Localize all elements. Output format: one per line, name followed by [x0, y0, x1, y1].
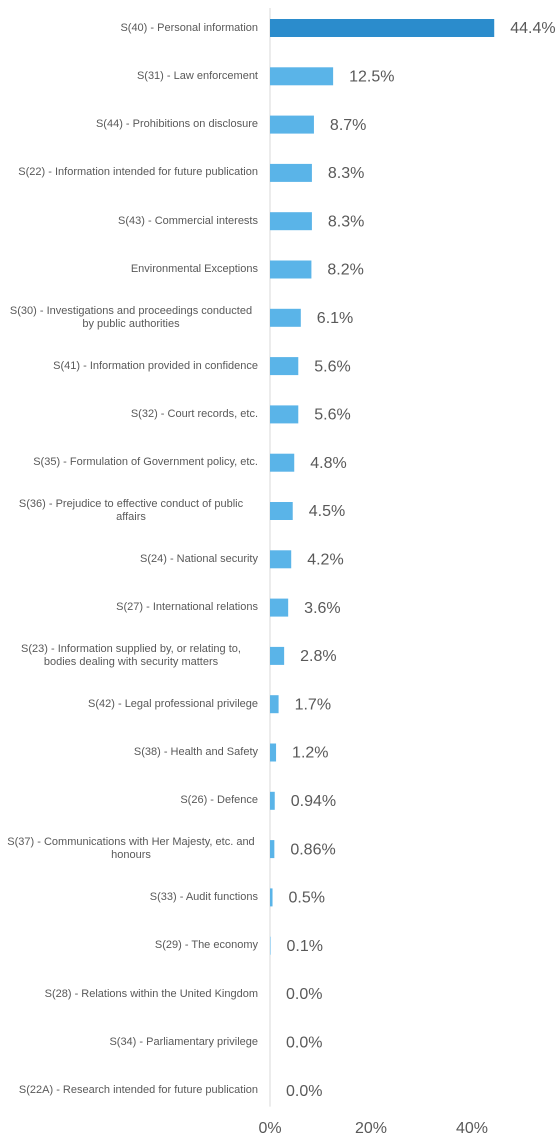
category-text: S(27) - International relations — [116, 601, 258, 614]
category-label: S(24) - National security — [4, 539, 258, 579]
bar — [270, 163, 312, 182]
category-label: S(34) - Parliamentary privilege — [4, 1022, 258, 1062]
value-label: 0.0% — [286, 1083, 322, 1100]
bar — [270, 695, 279, 714]
value-label: 44.4% — [510, 20, 555, 37]
x-tick-label: 0% — [258, 1120, 281, 1137]
value-label: 4.5% — [309, 503, 345, 520]
bar — [270, 888, 273, 907]
category-label: S(43) - Commercial interests — [4, 201, 258, 241]
category-text: S(29) - The economy — [154, 939, 258, 952]
category-label: S(28) - Relations within the United King… — [4, 974, 258, 1014]
category-label: S(26) - Defence — [4, 781, 258, 821]
value-label: 0.0% — [286, 1035, 322, 1052]
category-text: S(22A) - Research intended for future pu… — [18, 1084, 258, 1097]
category-label: S(23) - Information supplied by, or rela… — [4, 636, 258, 676]
bar — [270, 212, 312, 231]
bar — [270, 743, 277, 762]
value-label: 4.2% — [307, 552, 343, 569]
value-label: 2.8% — [300, 648, 336, 665]
bar — [270, 308, 301, 327]
value-label: 5.6% — [314, 358, 350, 375]
category-text: S(42) - Legal professional privilege — [88, 697, 258, 710]
category-label: S(32) - Court records, etc. — [4, 394, 258, 434]
category-label: Environmental Exceptions — [4, 250, 258, 290]
bar — [270, 840, 275, 859]
category-label: S(38) - Health and Safety — [4, 733, 258, 773]
category-text: S(24) - National security — [140, 552, 258, 565]
category-label: S(33) - Audit functions — [4, 877, 258, 917]
bar — [270, 115, 314, 134]
bar — [270, 646, 285, 665]
x-tick-label: 20% — [355, 1120, 387, 1137]
bar — [270, 550, 292, 569]
value-label: 1.2% — [292, 745, 328, 762]
bar — [270, 357, 299, 376]
category-label: S(27) - International relations — [4, 588, 258, 628]
category-text: S(30) - Investigations and proceedings c… — [9, 304, 253, 330]
value-label: 0.94% — [291, 793, 336, 810]
bar — [270, 791, 275, 810]
category-text: Environmental Exceptions — [130, 263, 258, 275]
category-label: S(29) - The economy — [4, 926, 258, 966]
category-label: S(37) - Communications with Her Majesty,… — [4, 829, 258, 869]
category-label: S(40) - Personal information — [4, 8, 258, 48]
value-label: 8.7% — [330, 117, 366, 134]
value-label: 12.5% — [349, 69, 394, 86]
value-label: 4.8% — [310, 455, 346, 472]
category-text: S(31) - Law enforcement — [136, 69, 258, 82]
bar — [270, 260, 312, 279]
category-text: S(35) - Formulation of Government policy… — [33, 456, 258, 469]
bar — [270, 598, 289, 617]
bar — [270, 405, 299, 424]
value-label: 3.6% — [304, 600, 340, 617]
category-label: S(44) - Prohibitions on disclosure — [4, 105, 258, 145]
category-label: S(30) - Investigations and proceedings c… — [4, 298, 258, 338]
category-text: S(34) - Parliamentary privilege — [109, 1035, 258, 1048]
category-text: S(38) - Health and Safety — [133, 746, 258, 758]
value-label: 8.2% — [327, 262, 363, 279]
value-label: 0.0% — [286, 986, 322, 1003]
category-text: S(36) - Prejudice to effective conduct o… — [18, 498, 244, 523]
category-label: S(41) - Information provided in confiden… — [4, 346, 258, 386]
category-text: S(37) - Communications with Her Majesty,… — [7, 836, 255, 862]
category-label: S(22A) - Research intended for future pu… — [4, 1071, 258, 1111]
bar — [270, 453, 295, 472]
bar — [270, 19, 495, 37]
value-label: 5.6% — [314, 407, 350, 424]
value-label: 8.3% — [328, 213, 364, 230]
category-text: S(40) - Personal information — [120, 21, 258, 34]
value-label: 8.3% — [328, 165, 364, 182]
x-tick-label: 40% — [456, 1120, 488, 1137]
category-label: S(36) - Prejudice to effective conduct o… — [4, 491, 258, 531]
value-label: 0.86% — [290, 841, 335, 858]
category-text: S(23) - Information supplied by, or rela… — [21, 642, 241, 668]
category-label: S(35) - Formulation of Government policy… — [4, 443, 258, 483]
category-label: S(22) - Information intended for future … — [4, 153, 258, 193]
category-label: S(42) - Legal professional privilege — [4, 684, 258, 724]
bar — [270, 67, 334, 86]
value-label: 6.1% — [317, 310, 353, 327]
bar — [270, 502, 293, 520]
value-label: 0.1% — [287, 938, 323, 955]
category-text: S(22) - Information intended for future … — [18, 166, 258, 179]
value-label: 1.7% — [295, 696, 331, 713]
category-text: S(28) - Relations within the United King… — [44, 987, 258, 1000]
category-label: S(31) - Law enforcement — [4, 56, 258, 96]
category-text: S(44) - Prohibitions on disclosure — [95, 118, 258, 131]
category-text: S(41) - Information provided in confiden… — [53, 359, 258, 372]
category-text: S(32) - Court records, etc. — [130, 407, 258, 420]
value-label: 0.5% — [289, 890, 325, 907]
bar — [270, 936, 271, 955]
category-text: S(26) - Defence — [180, 794, 258, 807]
category-text: S(43) - Commercial interests — [118, 214, 258, 227]
category-text: S(33) - Audit functions — [149, 890, 258, 903]
